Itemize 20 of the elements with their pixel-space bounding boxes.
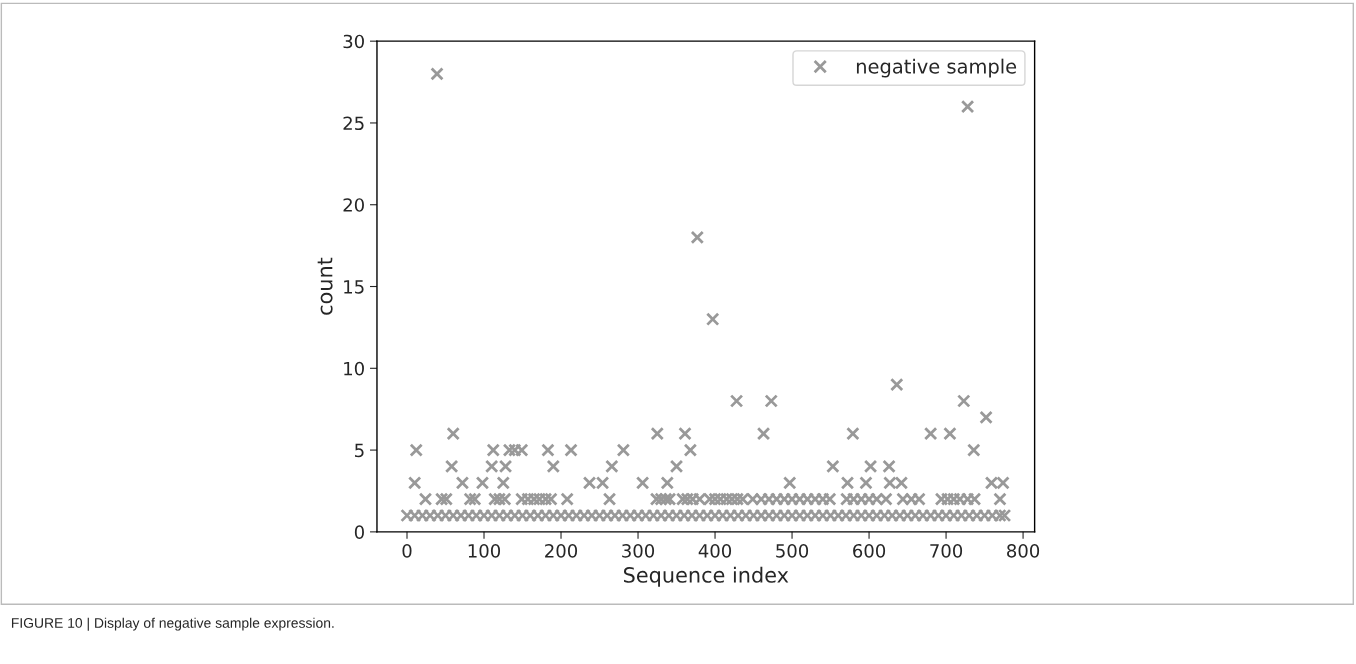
caption: FIGURE 10 | Display of negative sample expression. [11, 617, 334, 631]
x-tick-label: 100 [468, 543, 501, 558]
y-tick-label: 0 [354, 525, 364, 539]
x-tick-label: 500 [776, 543, 809, 558]
y-tick-label: 20 [343, 198, 364, 212]
x-axis-title: Sequence index [623, 566, 789, 587]
x-tick-label: 0 [402, 543, 412, 558]
y-tick-label: 25 [343, 116, 364, 131]
x-tick-label: 300 [622, 543, 655, 558]
y-tick-label: 5 [355, 443, 364, 458]
x-tick-label: 600 [853, 543, 886, 558]
y-tick-label: 30 [343, 34, 364, 49]
y-tick-label: 15 [344, 280, 364, 294]
y-axis-title: count [317, 257, 333, 315]
y-tick-label: 10 [344, 361, 364, 376]
x-tick-label: 400 [698, 543, 732, 558]
x-tick-label: 700 [930, 543, 963, 558]
x-tick-label: 200 [545, 543, 578, 558]
x-tick-label: 800 [1007, 543, 1040, 558]
legend-label: negative sample [856, 58, 1017, 78]
